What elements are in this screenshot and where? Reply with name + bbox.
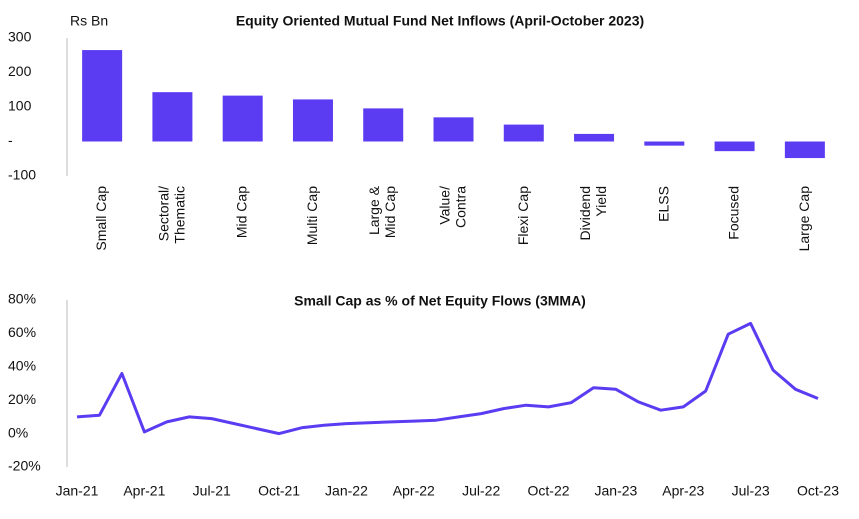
y-tick-label: 300: [8, 29, 32, 45]
y-tick-label: 20%: [8, 391, 36, 407]
x-tick-label: Oct-22: [528, 483, 570, 499]
x-tick-label: Flexi Cap: [514, 186, 530, 245]
bar: [363, 108, 404, 142]
bar: [292, 99, 333, 142]
x-tick-label: Large Cap: [796, 186, 812, 252]
bar: [222, 95, 263, 142]
chart-title: Small Cap as % of Net Equity Flows (3MMA…: [294, 293, 586, 309]
x-tick-label: Multi Cap: [304, 186, 320, 245]
bar: [784, 141, 825, 159]
bar: [574, 133, 615, 142]
bar: [433, 117, 474, 142]
x-tick-label: Jul-23: [732, 483, 770, 499]
bar: [644, 141, 685, 146]
y-tick-label: 60%: [8, 324, 36, 340]
x-tick-label: Sectoral/Thematic: [155, 186, 187, 244]
x-tick-label: Apr-23: [662, 483, 704, 499]
x-tick-label: Apr-22: [393, 483, 435, 499]
x-tick-label: Focused: [725, 186, 741, 240]
x-tick-label: Oct-23: [797, 483, 839, 499]
bar: [82, 50, 123, 142]
x-tick-label: Large &Mid Cap: [366, 185, 398, 238]
y-tick-label: 100: [8, 98, 32, 114]
x-tick-label: Jul-21: [193, 483, 231, 499]
y-tick-label: 40%: [8, 358, 36, 374]
x-tick-label: Small Cap: [93, 186, 109, 251]
x-tick-label: DividendYield: [577, 186, 609, 240]
y-tick-label: 200: [8, 63, 32, 79]
x-tick-label: Oct-21: [258, 483, 300, 499]
chart-title: Equity Oriented Mutual Fund Net Inflows …: [236, 13, 644, 29]
x-tick-label: Jan-21: [56, 483, 99, 499]
y-tick-label: -: [8, 132, 13, 148]
y-axis-label: Rs Bn: [70, 13, 108, 29]
x-tick-label: Apr-21: [123, 483, 165, 499]
y-tick-label: 80%: [8, 291, 36, 307]
y-tick-label: 0%: [8, 424, 28, 440]
y-tick-label: -100: [8, 167, 36, 183]
x-tick-label: Jul-22: [462, 483, 500, 499]
x-tick-label: Value/Contra: [436, 186, 468, 228]
line: [76, 321, 819, 436]
x-tick-label: Jan-22: [325, 483, 368, 499]
x-tick-label: Mid Cap: [233, 186, 249, 238]
x-tick-label: Jan-23: [595, 483, 638, 499]
bar: [503, 124, 544, 142]
x-tick-label: ELSS: [655, 186, 671, 222]
y-tick-label: -20%: [8, 458, 41, 474]
bar: [152, 92, 193, 142]
bar: [714, 141, 755, 152]
